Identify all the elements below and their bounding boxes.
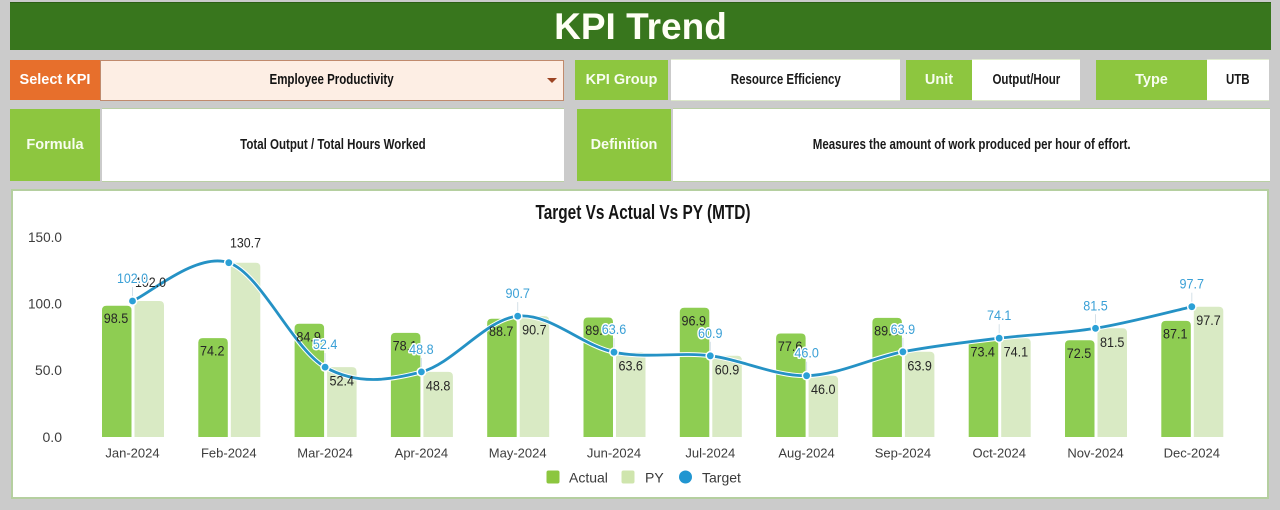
svg-text:Jul-2024: Jul-2024 bbox=[685, 446, 735, 461]
svg-text:74.1: 74.1 bbox=[987, 307, 1012, 323]
svg-text:98.5: 98.5 bbox=[104, 310, 129, 326]
svg-text:48.8: 48.8 bbox=[409, 341, 434, 357]
svg-text:63.6: 63.6 bbox=[618, 358, 643, 374]
svg-text:48.8: 48.8 bbox=[426, 377, 451, 393]
svg-text:60.9: 60.9 bbox=[715, 361, 740, 377]
svg-text:63.6: 63.6 bbox=[602, 321, 627, 337]
svg-text:89.6: 89.6 bbox=[585, 322, 610, 338]
svg-text:90.7: 90.7 bbox=[522, 322, 547, 338]
svg-text:Nov-2024: Nov-2024 bbox=[1067, 446, 1123, 461]
svg-text:89.3: 89.3 bbox=[874, 322, 899, 338]
svg-text:88.7: 88.7 bbox=[489, 323, 514, 339]
svg-text:84.9: 84.9 bbox=[296, 328, 321, 344]
svg-text:72.5: 72.5 bbox=[1067, 345, 1092, 361]
svg-text:100.0: 100.0 bbox=[28, 296, 62, 312]
svg-text:52.4: 52.4 bbox=[313, 336, 338, 352]
svg-text:Dec-2024: Dec-2024 bbox=[1164, 446, 1220, 461]
svg-text:Sep-2024: Sep-2024 bbox=[875, 446, 931, 461]
svg-text:Apr-2024: Apr-2024 bbox=[395, 446, 448, 461]
svg-text:Oct-2024: Oct-2024 bbox=[972, 446, 1025, 461]
svg-text:May-2024: May-2024 bbox=[489, 446, 547, 461]
svg-text:81.5: 81.5 bbox=[1083, 297, 1108, 313]
svg-text:46.0: 46.0 bbox=[811, 381, 836, 397]
svg-text:46.0: 46.0 bbox=[794, 345, 819, 361]
svg-text:90.7: 90.7 bbox=[505, 285, 530, 301]
svg-text:87.1: 87.1 bbox=[1163, 325, 1188, 341]
svg-text:96.9: 96.9 bbox=[682, 312, 707, 328]
svg-text:81.5: 81.5 bbox=[1100, 334, 1125, 350]
svg-text:Mar-2024: Mar-2024 bbox=[297, 446, 353, 461]
svg-text:52.4: 52.4 bbox=[330, 373, 355, 389]
svg-text:130.7: 130.7 bbox=[230, 235, 261, 251]
svg-text:Jun-2024: Jun-2024 bbox=[587, 446, 641, 461]
svg-text:150.0: 150.0 bbox=[28, 229, 62, 245]
svg-text:78.1: 78.1 bbox=[393, 337, 418, 353]
svg-text:74.2: 74.2 bbox=[200, 343, 225, 359]
svg-text:Target Vs Actual Vs PY (MTD): Target Vs Actual Vs PY (MTD) bbox=[536, 202, 751, 224]
svg-text:63.9: 63.9 bbox=[891, 321, 916, 337]
svg-text:97.7: 97.7 bbox=[1180, 276, 1205, 292]
svg-text:50.0: 50.0 bbox=[35, 362, 62, 378]
svg-text:74.1: 74.1 bbox=[1004, 344, 1029, 360]
svg-text:63.9: 63.9 bbox=[907, 357, 932, 373]
svg-text:Jan-2024: Jan-2024 bbox=[105, 446, 159, 461]
svg-text:0.0: 0.0 bbox=[43, 429, 63, 445]
svg-text:102.0: 102.0 bbox=[117, 270, 148, 286]
svg-text:Target: Target bbox=[702, 470, 741, 486]
svg-text:97.7: 97.7 bbox=[1196, 312, 1221, 328]
svg-text:102.0: 102.0 bbox=[135, 274, 166, 290]
svg-text:73.4: 73.4 bbox=[970, 344, 995, 360]
svg-text:PY: PY bbox=[645, 470, 664, 486]
svg-text:77.6: 77.6 bbox=[778, 338, 803, 354]
svg-text:Feb-2024: Feb-2024 bbox=[201, 446, 257, 461]
svg-text:60.9: 60.9 bbox=[698, 325, 723, 341]
svg-text:Aug-2024: Aug-2024 bbox=[778, 446, 834, 461]
svg-text:Actual: Actual bbox=[569, 470, 608, 486]
